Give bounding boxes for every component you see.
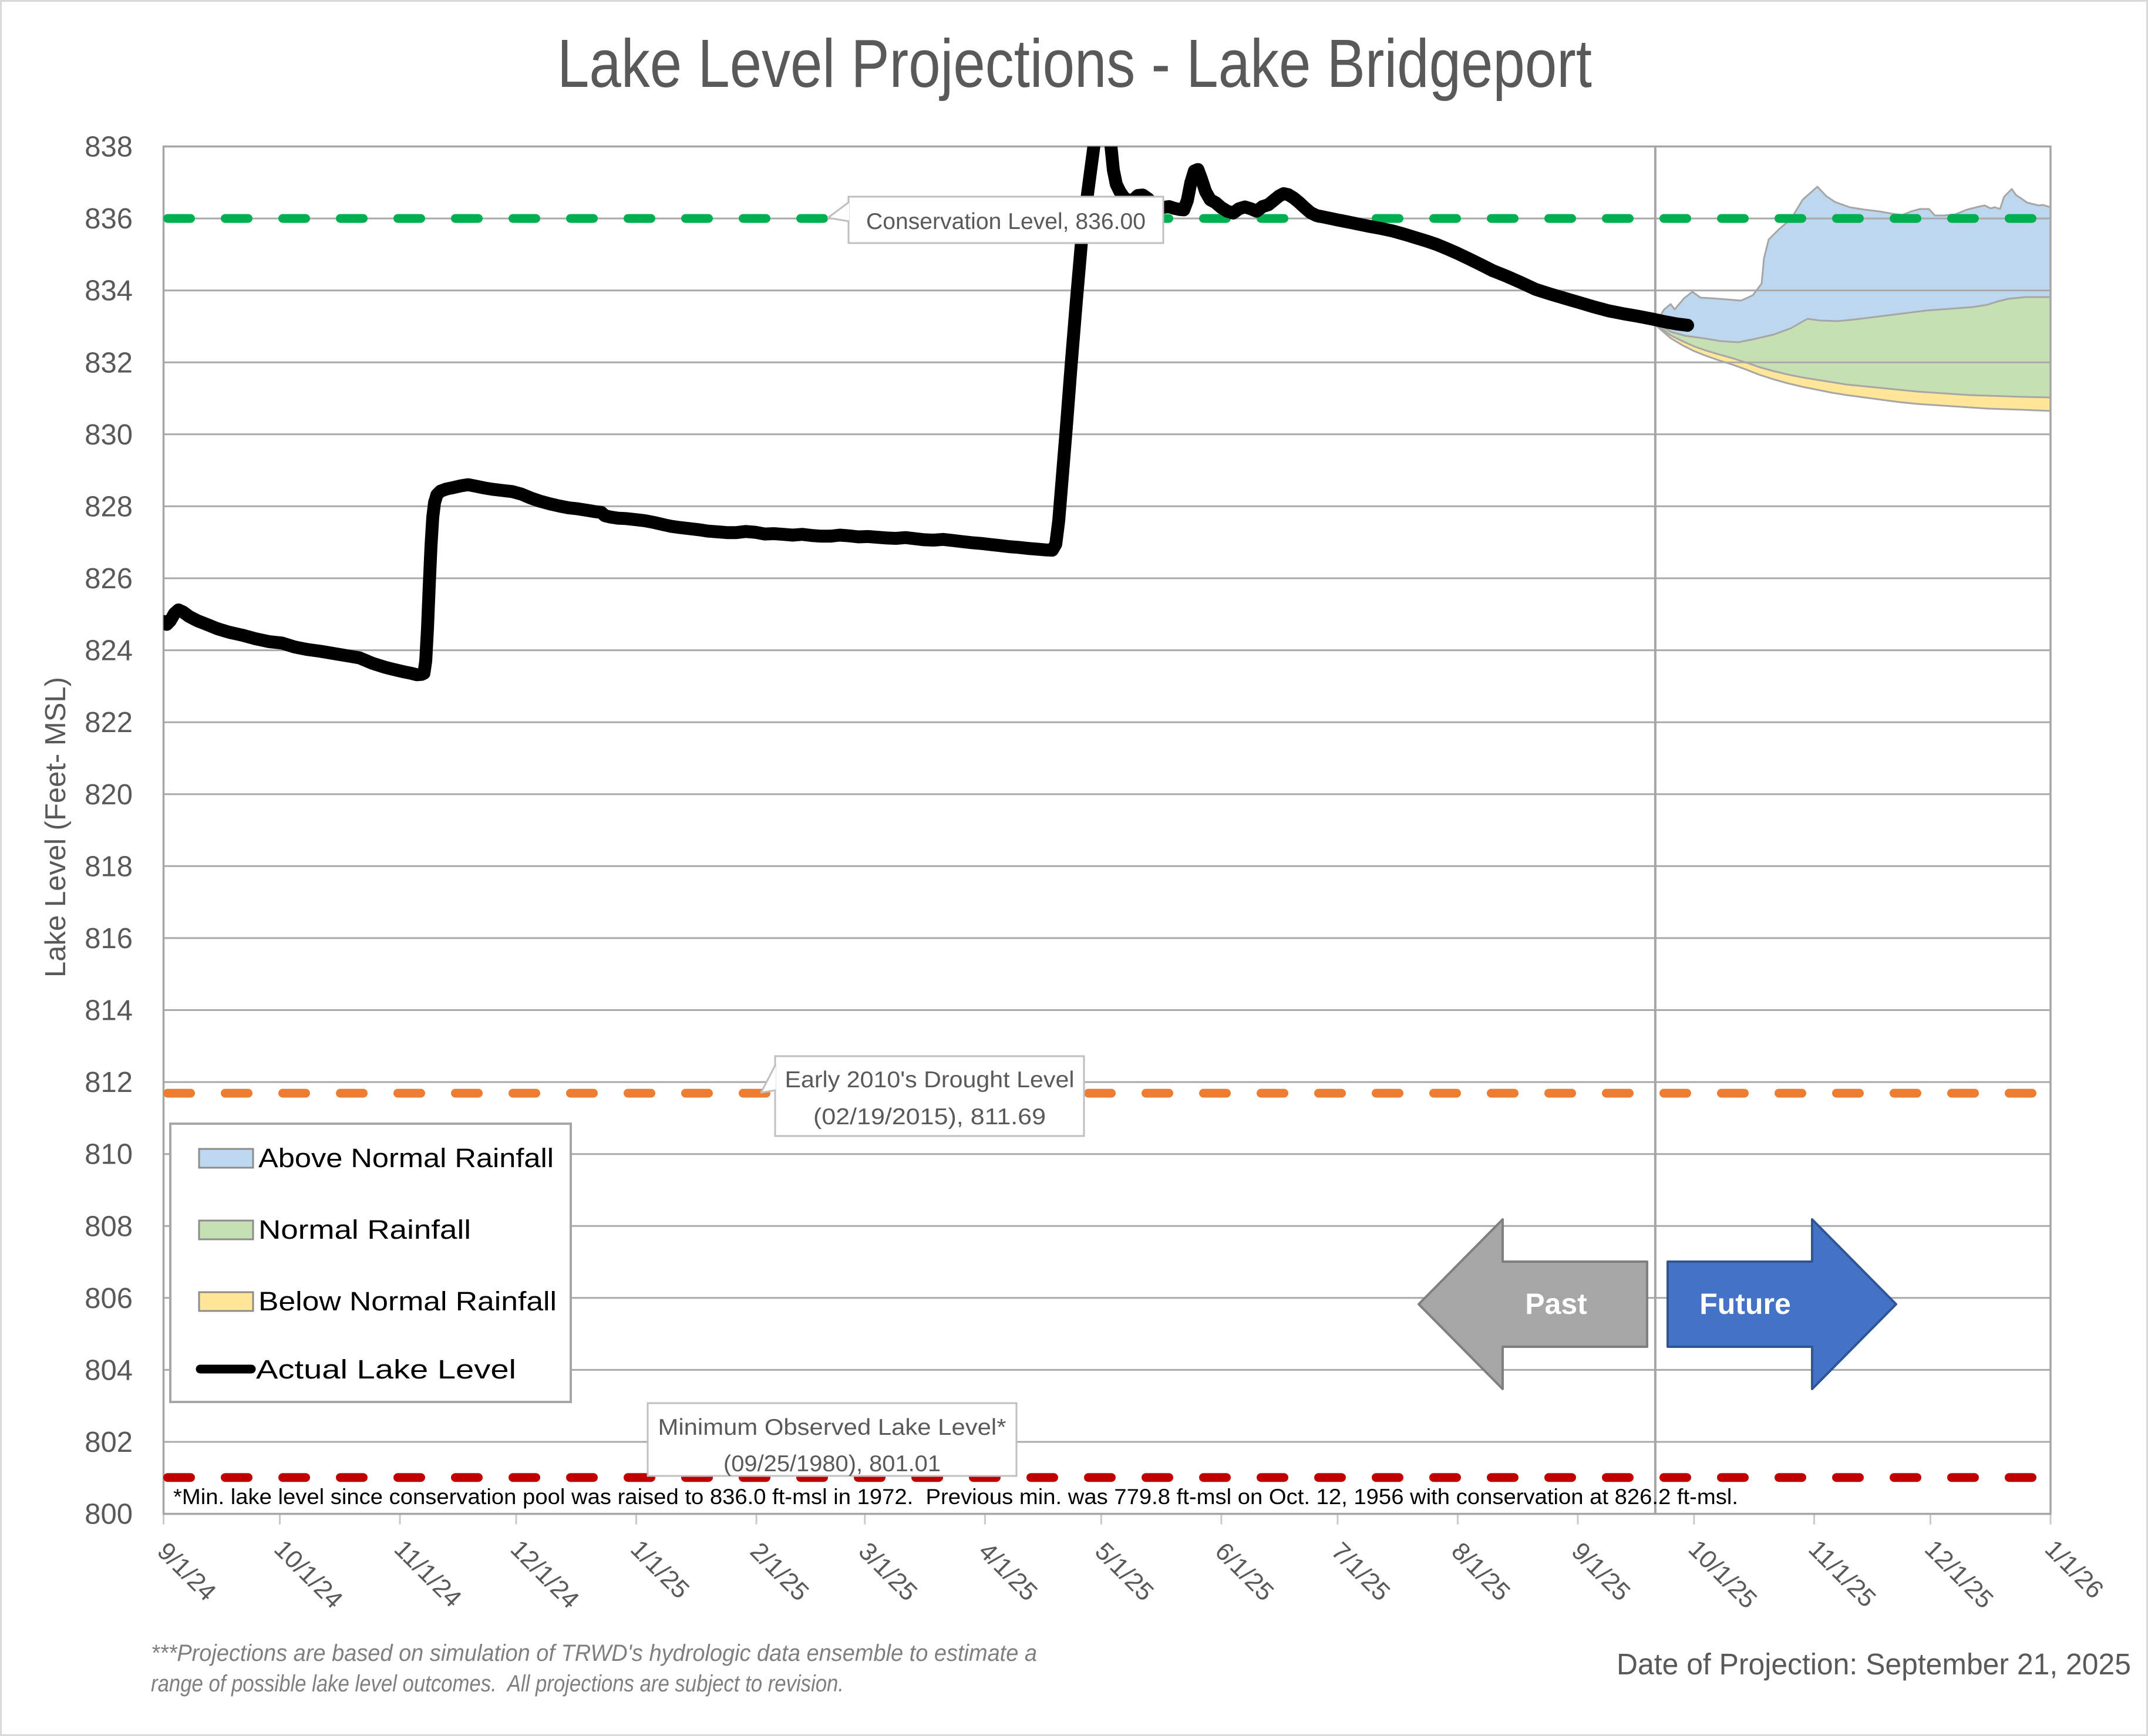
svg-text:Early 2010's Drought Level: Early 2010's Drought Level [785, 1067, 1075, 1093]
svg-text:804: 804 [85, 1354, 133, 1386]
svg-text:range of possible lake level o: range of possible lake level outcomes. A… [151, 1671, 844, 1697]
svg-text:***Projections are based on si: ***Projections are based on simulation o… [151, 1640, 1037, 1666]
svg-text:800: 800 [85, 1499, 133, 1531]
svg-text:832: 832 [85, 347, 133, 379]
svg-text:Past: Past [1525, 1287, 1587, 1320]
svg-text:802: 802 [85, 1427, 133, 1458]
svg-text:Lake Level (Feet- MSL): Lake Level (Feet- MSL) [40, 677, 72, 977]
svg-text:Normal Rainfall: Normal Rainfall [258, 1215, 471, 1245]
svg-text:838: 838 [85, 132, 133, 163]
svg-text:836: 836 [85, 203, 133, 235]
svg-text:822: 822 [85, 707, 133, 739]
svg-text:Date of Projection: September: Date of Projection: September 21, 2025 [1617, 1647, 2131, 1681]
svg-text:Below Normal Rainfall: Below Normal Rainfall [258, 1286, 557, 1316]
svg-text:(09/25/1980), 801.01: (09/25/1980), 801.01 [723, 1451, 941, 1477]
svg-text:810: 810 [85, 1139, 133, 1171]
svg-text:806: 806 [85, 1283, 133, 1314]
svg-text:Minimum Observed Lake Level*: Minimum Observed Lake Level* [658, 1415, 1006, 1440]
svg-text:814: 814 [85, 995, 133, 1027]
svg-text:830: 830 [85, 419, 133, 451]
svg-text:818: 818 [85, 851, 133, 882]
svg-text:824: 824 [85, 635, 133, 667]
svg-text:808: 808 [85, 1211, 133, 1242]
svg-text:816: 816 [85, 923, 133, 955]
svg-text:Lake Level Projections - Lake: Lake Level Projections - Lake Bridgeport [557, 25, 1592, 102]
svg-text:812: 812 [85, 1067, 133, 1098]
svg-text:828: 828 [85, 491, 133, 523]
svg-text:*Min. lake level since conserv: *Min. lake level since conservation pool… [173, 1485, 1738, 1509]
svg-text:834: 834 [85, 275, 133, 307]
svg-text:826: 826 [85, 563, 133, 595]
svg-text:Actual Lake Level: Actual Lake Level [256, 1354, 516, 1384]
svg-text:(02/19/2015), 811.69: (02/19/2015), 811.69 [813, 1104, 1046, 1130]
svg-text:Above Normal Rainfall: Above Normal Rainfall [258, 1143, 554, 1173]
svg-text:Conservation Level, 836.00: Conservation Level, 836.00 [866, 209, 1146, 234]
svg-text:Future: Future [1699, 1287, 1791, 1320]
svg-text:820: 820 [85, 779, 133, 811]
